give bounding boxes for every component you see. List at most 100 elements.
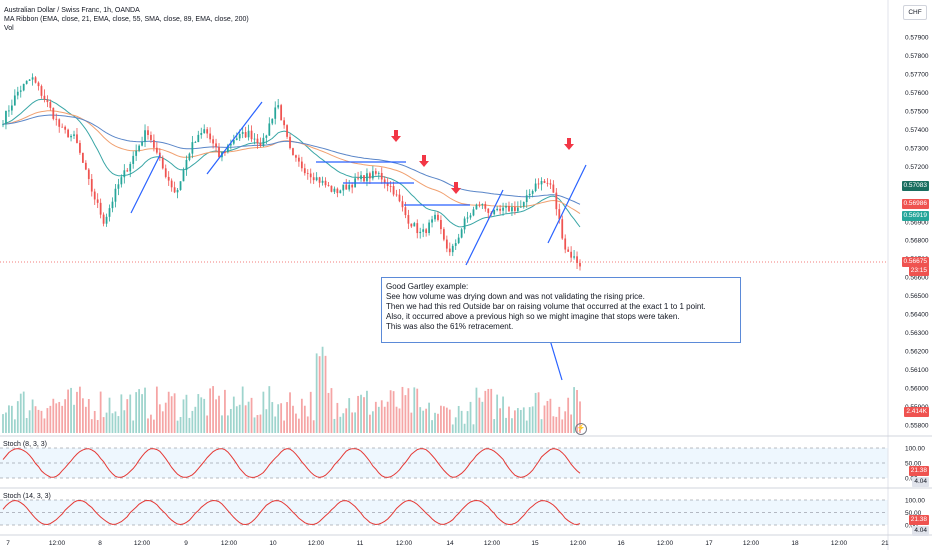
volume-bar <box>380 400 383 433</box>
x-tick-label: 11 <box>357 540 364 547</box>
volume-bar <box>84 406 87 433</box>
volume-bar <box>144 387 146 433</box>
candle <box>61 126 64 128</box>
volume-bar <box>40 410 43 433</box>
candle <box>306 173 309 174</box>
volume-bar <box>454 417 457 433</box>
candle <box>238 133 241 139</box>
volume-bar <box>327 392 330 433</box>
candle <box>132 155 135 164</box>
stoch-k-line <box>2 499 581 526</box>
volume-bar <box>528 407 531 433</box>
candle <box>253 138 256 140</box>
volume-bar <box>392 391 395 433</box>
volume-bar <box>176 420 179 433</box>
volume-legend: Vol <box>4 25 14 32</box>
volume-bar <box>345 408 348 433</box>
candle <box>209 133 212 140</box>
stoch1-k-label: 21.38 <box>908 466 929 476</box>
ma1-price-label: 0.57083 <box>901 181 929 191</box>
volume-bar <box>321 346 324 433</box>
candle <box>241 132 244 134</box>
candle <box>226 145 229 153</box>
candle <box>369 173 371 179</box>
volume-bar <box>188 417 191 433</box>
candle <box>377 172 380 174</box>
candle <box>511 207 513 212</box>
candle <box>448 248 451 253</box>
volume-bar <box>351 412 354 433</box>
trend-line <box>206 101 263 175</box>
x-tick-label: 12:00 <box>49 540 66 547</box>
candle <box>22 83 25 91</box>
candle <box>49 102 52 108</box>
x-tick-label: 7 <box>6 540 10 547</box>
volume-bar <box>155 386 158 433</box>
x-tick-label: 12:00 <box>657 540 674 547</box>
annotation-note[interactable]: Good Gartley example: See how volume was… <box>381 277 741 343</box>
ma-line <box>2 98 581 228</box>
volume-bar <box>135 392 138 433</box>
candle <box>176 189 179 193</box>
volume-bar <box>448 409 451 433</box>
x-tick-label: 15 <box>531 540 539 547</box>
candle <box>93 191 96 200</box>
candle <box>309 173 312 178</box>
volume-bar <box>369 414 371 433</box>
volume-bar <box>28 410 31 433</box>
candle <box>451 245 454 253</box>
x-tick-label: 17 <box>705 540 713 547</box>
volume-bar <box>226 415 229 433</box>
volume-bar <box>306 416 309 433</box>
candle <box>73 134 75 136</box>
candle <box>543 180 546 183</box>
volume-bar <box>428 402 430 433</box>
volume-bar <box>312 420 315 433</box>
currency-button[interactable]: CHF <box>903 5 927 20</box>
candle <box>218 147 220 158</box>
candle <box>303 168 306 174</box>
trend-line <box>465 189 504 266</box>
candle <box>475 204 478 210</box>
volume-bar <box>209 388 212 433</box>
volume-bar <box>111 413 114 433</box>
volume-bar <box>374 401 377 433</box>
candle <box>46 99 49 103</box>
volume-bar <box>120 394 123 433</box>
volume-bar <box>185 394 188 433</box>
candle <box>502 207 504 211</box>
note-line: Then we had this red Outside bar on rais… <box>386 302 706 311</box>
volume-bar <box>386 401 389 433</box>
volume-bar <box>475 387 478 433</box>
y-tick-label: 0.56900 <box>905 219 929 226</box>
x-tick-label: 12:00 <box>134 540 151 547</box>
candle <box>567 249 570 252</box>
volume-bar <box>173 393 176 433</box>
candle <box>389 185 392 187</box>
volume-bar <box>229 408 232 433</box>
candle <box>442 229 445 240</box>
candle <box>416 223 419 234</box>
volume-bar <box>277 404 280 433</box>
volume-bar <box>232 396 235 433</box>
volume-bar <box>31 399 34 433</box>
ma-line <box>2 110 581 215</box>
volume-bar <box>395 406 398 433</box>
volume-bar <box>496 394 499 433</box>
candle <box>268 123 271 136</box>
volume-bar <box>457 405 460 433</box>
lightning-icon[interactable]: ⚡ <box>575 423 587 435</box>
candle <box>472 209 475 216</box>
volume-bar <box>170 396 173 433</box>
y-tick-label: 0.57500 <box>905 108 929 115</box>
candle <box>153 139 155 148</box>
y-tick-label: 0.57400 <box>905 127 929 134</box>
volume-bar <box>2 414 4 433</box>
candle <box>203 129 206 133</box>
volume-bar <box>34 406 37 433</box>
down-arrow-icon <box>391 130 401 142</box>
candle <box>5 110 7 125</box>
volume-bar <box>561 419 564 433</box>
candle <box>250 130 253 140</box>
